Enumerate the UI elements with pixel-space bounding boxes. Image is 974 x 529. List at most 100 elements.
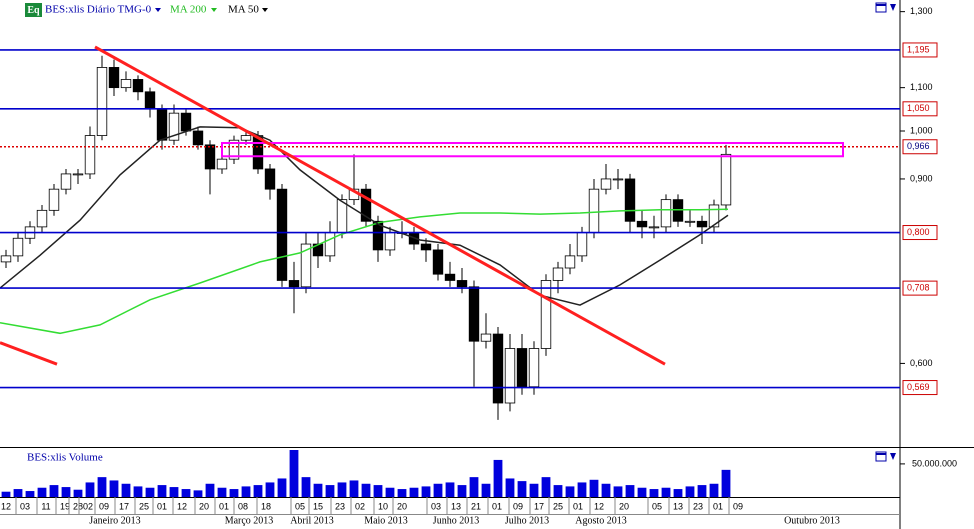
legend-entry: MA 50 bbox=[228, 4, 259, 16]
x-tick-label: 01 bbox=[157, 501, 167, 511]
panel-menu[interactable] bbox=[890, 4, 896, 11]
candle-body bbox=[336, 199, 348, 233]
month-label: Janeiro 2013 bbox=[89, 515, 140, 526]
candle-body bbox=[264, 168, 276, 190]
volume-bar bbox=[505, 478, 515, 497]
candle-body bbox=[516, 348, 528, 388]
volume-bar bbox=[13, 489, 23, 497]
volume-bar bbox=[469, 477, 479, 497]
candle-body bbox=[684, 220, 696, 223]
volume-bar bbox=[145, 487, 155, 497]
level-label-box bbox=[902, 380, 938, 396]
month-label: Maio 2013 bbox=[364, 515, 408, 526]
candle-body bbox=[708, 204, 720, 228]
x-tick-label: 01 bbox=[219, 501, 229, 511]
candle-body bbox=[156, 108, 168, 141]
month-label: Julho 2013 bbox=[505, 515, 549, 526]
volume-bar bbox=[529, 483, 539, 497]
volume-bar bbox=[337, 482, 347, 497]
candle-body bbox=[600, 178, 612, 190]
dropdown-icon[interactable] bbox=[211, 8, 217, 12]
candle-body bbox=[504, 348, 516, 404]
candle-body bbox=[324, 232, 336, 257]
candle-body bbox=[240, 135, 252, 141]
volume-bar bbox=[73, 489, 83, 497]
volume-bar bbox=[121, 483, 131, 497]
candle-body bbox=[372, 220, 384, 251]
candle-body bbox=[120, 79, 132, 89]
volume-bar bbox=[601, 483, 611, 497]
x-tick-label: 12 bbox=[1, 501, 11, 511]
candle-body bbox=[300, 243, 312, 288]
candle-body bbox=[360, 188, 372, 222]
volume-bar bbox=[97, 477, 107, 497]
level-label: 0,966 bbox=[907, 141, 930, 151]
y-tick-label: 0,900 bbox=[910, 173, 933, 183]
x-tick-label: 01 bbox=[573, 501, 583, 511]
volume-bar bbox=[217, 487, 227, 497]
candle-body bbox=[492, 333, 504, 404]
volume-bar bbox=[673, 489, 683, 497]
volume-bar bbox=[541, 477, 551, 497]
level-label-box bbox=[902, 225, 938, 241]
volume-bar bbox=[397, 489, 407, 497]
volume-bar bbox=[493, 459, 503, 497]
maximize-button[interactable] bbox=[875, 451, 887, 462]
volume-bar bbox=[25, 491, 35, 497]
x-tick-label: 15 bbox=[313, 501, 323, 511]
candle-body bbox=[444, 273, 456, 281]
level-label-box bbox=[902, 139, 938, 155]
volume-bar bbox=[457, 485, 467, 497]
dropdown-icon[interactable] bbox=[262, 8, 268, 12]
x-tick-label: 13 bbox=[451, 501, 461, 511]
x-tick-label: 09 bbox=[733, 501, 743, 511]
chart-title: BES:xlis Diário TMG-0 bbox=[45, 4, 152, 16]
candle-body bbox=[624, 178, 636, 222]
x-tick-label: 03 bbox=[20, 501, 30, 511]
x-tick-label: 17 bbox=[119, 501, 129, 511]
volume-bar bbox=[553, 485, 563, 497]
x-tick-label: 12 bbox=[177, 501, 187, 511]
volume-bar bbox=[325, 485, 335, 497]
volume-bar bbox=[349, 480, 359, 497]
volume-bar bbox=[649, 489, 659, 497]
volume-bar bbox=[361, 483, 371, 497]
candle-body bbox=[564, 255, 576, 269]
month-label: Agosto 2013 bbox=[575, 515, 626, 526]
x-tick-label: 21 bbox=[471, 501, 481, 511]
candle-body bbox=[420, 243, 432, 251]
x-tick-label: 05 bbox=[295, 501, 305, 511]
volume-bar bbox=[241, 486, 251, 497]
volume-bar bbox=[565, 486, 575, 497]
volume-bar bbox=[157, 485, 167, 497]
grid-layer: 1,300 1,100 1,000 0,900 0,600 50.000.000 12 03 1… bbox=[1, 6, 957, 526]
maximize-button[interactable] bbox=[875, 2, 887, 13]
volume-bar bbox=[301, 477, 311, 497]
x-tick-label: 13 bbox=[673, 501, 683, 511]
trend-line bbox=[94, 45, 666, 366]
candle-body bbox=[384, 232, 396, 251]
marks-layer bbox=[0, 55, 732, 497]
x-tick-label: 25 bbox=[553, 501, 563, 511]
panel-menu[interactable] bbox=[890, 453, 896, 460]
volume-bar bbox=[109, 480, 119, 497]
level-label: 1,050 bbox=[907, 103, 930, 113]
candle-body bbox=[132, 79, 144, 93]
candle-body bbox=[588, 188, 600, 233]
volume-bar bbox=[49, 485, 59, 497]
x-tick-label: 10 bbox=[378, 501, 388, 511]
candle-body bbox=[456, 280, 468, 288]
volume-bar bbox=[685, 486, 695, 497]
month-label: Junho 2013 bbox=[433, 515, 479, 526]
candle-body bbox=[84, 135, 96, 175]
x-tick-label: 25 bbox=[139, 501, 149, 511]
x-tick-label: 01 bbox=[713, 501, 723, 511]
candle-body bbox=[228, 139, 240, 160]
y-tick-label: 0,600 bbox=[910, 358, 933, 368]
dropdown-icon[interactable] bbox=[155, 8, 161, 12]
x-tick-label: 20 bbox=[199, 501, 209, 511]
volume-bar bbox=[181, 489, 191, 497]
volume-bar bbox=[709, 483, 719, 497]
candle-body bbox=[660, 199, 672, 228]
